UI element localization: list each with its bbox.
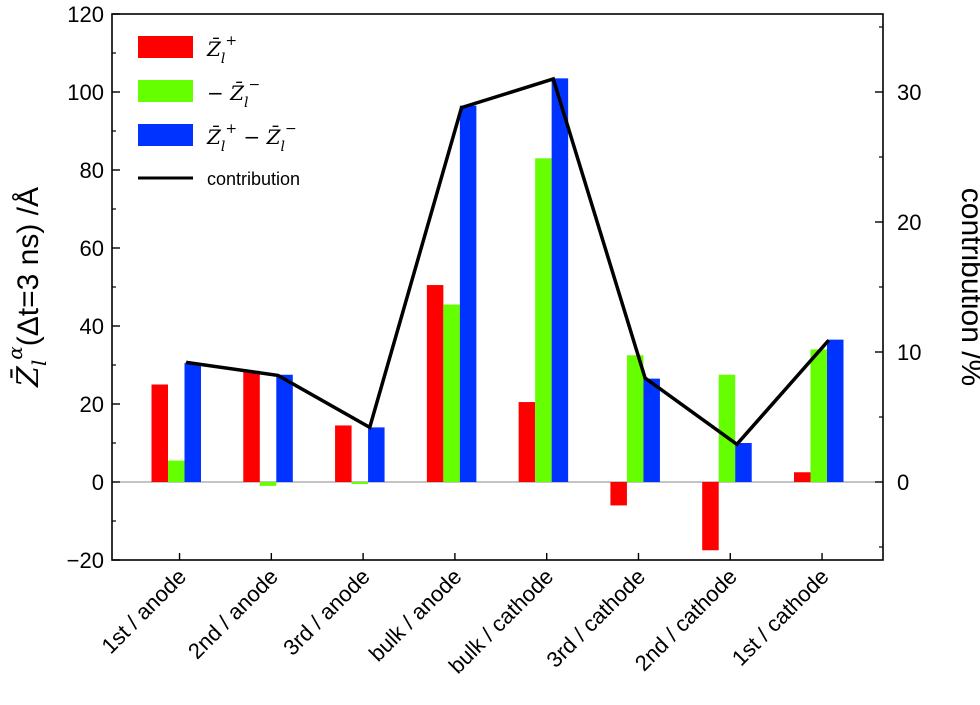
legend-label-difference: Z̄l+ − Z̄l− bbox=[206, 121, 297, 155]
contribution-point-7 bbox=[736, 443, 738, 445]
bar-series1-8 bbox=[794, 472, 811, 482]
bar-series3-2 bbox=[276, 374, 293, 482]
bar-series2-4 bbox=[443, 304, 460, 482]
legend-label-neg-zl-minus: − Z̄l− bbox=[207, 77, 260, 111]
y-axis-right-label: contribution /% bbox=[955, 188, 980, 386]
left-axis-ticks: −20 0 20 40 60 80 100 120 bbox=[67, 2, 120, 573]
bar-series2-3 bbox=[351, 482, 369, 484]
y-left-tick-label: 60 bbox=[80, 236, 104, 261]
y-left-tick-label: 0 bbox=[92, 470, 104, 495]
bar-series2-7 bbox=[718, 374, 736, 482]
contribution-point-6 bbox=[644, 377, 646, 379]
x-tick-label: 1st / anode bbox=[96, 564, 191, 659]
bar-series2-1 bbox=[168, 460, 185, 482]
x-tick-label: 2nd / anode bbox=[183, 564, 283, 664]
bar-series2-5 bbox=[535, 158, 552, 483]
y-left-tick-label: 20 bbox=[80, 392, 104, 417]
y-axis-left-label: Z̄lα(Δt=3 ns) /Å bbox=[3, 187, 51, 388]
y-left-tick-label: 100 bbox=[67, 80, 104, 105]
contribution-point-5 bbox=[552, 78, 554, 80]
bar-series1-1 bbox=[151, 384, 168, 482]
bars-group bbox=[151, 78, 844, 551]
bar-series3-3 bbox=[368, 427, 385, 482]
contribution-point-1 bbox=[185, 361, 187, 363]
bar-series1-4 bbox=[426, 285, 444, 482]
y-left-tick-label: −20 bbox=[67, 548, 104, 573]
bar-series2-8 bbox=[810, 349, 827, 482]
contribution-point-2 bbox=[277, 374, 279, 376]
bar-series1-6 bbox=[610, 482, 627, 506]
legend-swatch-zl-plus bbox=[138, 36, 193, 58]
x-tick-label: 1st / cathode bbox=[727, 564, 834, 671]
y-left-label-symbol: Z̄ bbox=[10, 365, 46, 388]
bar-series3-1 bbox=[184, 363, 201, 482]
contribution-line-group bbox=[185, 76, 830, 447]
y-left-tick-label: 120 bbox=[67, 2, 104, 27]
x-tick-label: 3rd / anode bbox=[278, 564, 374, 660]
y-right-tick-label: 30 bbox=[897, 80, 921, 105]
legend-label-contribution: contribution bbox=[207, 169, 300, 189]
legend-label-zl-plus: Z̄l+ bbox=[206, 33, 237, 67]
bar-series1-5 bbox=[518, 402, 536, 482]
bar-series3-5 bbox=[551, 78, 569, 482]
legend-swatch-neg-zl-minus bbox=[138, 80, 193, 102]
y-left-tick-label: 80 bbox=[80, 158, 104, 183]
bar-series3-6 bbox=[643, 378, 660, 482]
bar-series2-6 bbox=[626, 355, 644, 482]
x-tick-label: bulk / anode bbox=[364, 564, 466, 666]
y-left-tick-label: 40 bbox=[80, 314, 104, 339]
bar-series1-2 bbox=[243, 370, 260, 482]
bar-series3-8 bbox=[827, 339, 844, 482]
y-right-tick-label: 0 bbox=[897, 470, 909, 495]
bar-series3-4 bbox=[459, 105, 477, 483]
y-right-tick-label: 20 bbox=[897, 210, 921, 235]
contribution-line bbox=[185, 76, 830, 447]
bar-series3-7 bbox=[735, 443, 752, 482]
y-left-label-sup: α bbox=[3, 346, 27, 360]
svg-text:Z̄lα(Δt=3 ns) /Å: Z̄lα(Δt=3 ns) /Å bbox=[3, 187, 51, 388]
y-left-label-sub: l bbox=[27, 360, 51, 366]
y-left-label-rest: (Δt=3 ns) /Å bbox=[12, 187, 45, 346]
contribution-point-3 bbox=[369, 426, 371, 428]
bar-series1-3 bbox=[335, 425, 352, 482]
contribution-point-8 bbox=[828, 339, 830, 341]
right-axis-ticks: 0 10 20 30 bbox=[875, 26, 921, 548]
bar-series2-2 bbox=[259, 482, 277, 486]
legend-swatch-difference bbox=[138, 124, 193, 146]
y-right-tick-label: 10 bbox=[897, 340, 921, 365]
legend: Z̄l+ − Z̄l− Z̄l+ − Z̄l− contribution bbox=[138, 33, 300, 189]
bar-series1-7 bbox=[702, 482, 719, 551]
contribution-point-4 bbox=[461, 107, 463, 109]
